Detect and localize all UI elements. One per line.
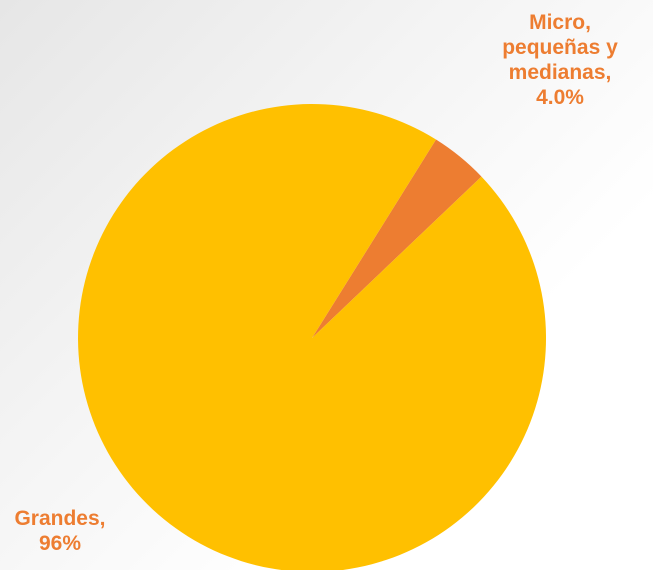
pie-slice-grandes — [78, 104, 547, 570]
data-label-micro-line-4: 4.0% — [536, 86, 584, 109]
data-label-micro-pequenas-medianas: Micro, pequeñas y medianas, 4.0% — [460, 10, 653, 110]
data-label-grandes-line-2: 96% — [38, 532, 82, 555]
data-label-grandes-line-1: Grandes, — [14, 507, 106, 530]
data-label-grandes: Grandes, 96% — [0, 506, 130, 556]
pie-slice-micro-peque-as-y-medianas — [312, 139, 482, 338]
data-label-micro-line-1: Micro, — [529, 11, 591, 34]
data-label-micro-line-2: pequeñas y — [502, 36, 618, 59]
data-label-micro-line-3: medianas, — [508, 61, 612, 84]
